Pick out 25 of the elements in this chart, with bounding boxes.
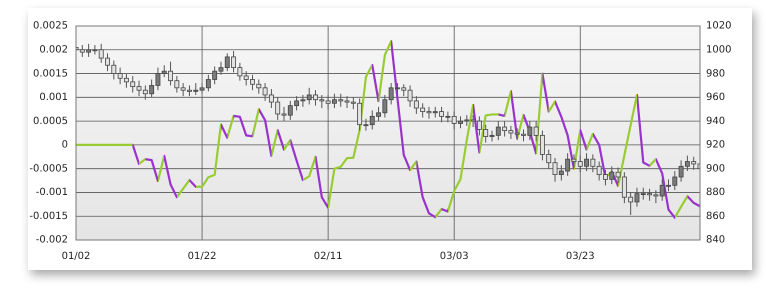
y-tick-label: -0.0015	[29, 210, 68, 222]
x-tick-label: 01/02	[62, 251, 90, 262]
y-tick-label: -0.002	[36, 234, 68, 246]
y2-tick-label: 980	[706, 68, 726, 80]
x-tick-label: 02/11	[314, 251, 343, 262]
x-tick-label: 01/22	[188, 251, 216, 262]
y2-tick-label: 900	[706, 163, 726, 174]
y-tick-label: 0.0015	[33, 68, 68, 80]
y2-tick-label: 840	[706, 234, 726, 246]
y2-tick-label: 920	[706, 140, 726, 151]
x-tick-label: 03/23	[566, 251, 595, 262]
y2-tick-label: 940	[706, 116, 726, 127]
y-tick-label: 0.0025	[33, 20, 68, 32]
y-tick-label: 0.002	[39, 44, 68, 56]
y2-tick-label: 1020	[706, 20, 732, 32]
y-tick-label: 0.0005	[33, 116, 68, 127]
y2-tick-label: 960	[706, 92, 726, 104]
y-tick-label: -0.001	[36, 187, 68, 198]
y-tick-label: 0	[62, 140, 68, 151]
y2-tick-label: 880	[706, 187, 726, 198]
y-tick-label: 0.001	[39, 92, 68, 104]
y2-tick-label: 860	[706, 210, 726, 222]
y-tick-label: -0.0005	[29, 163, 68, 174]
x-tick-label: 03/03	[440, 251, 469, 262]
y2-tick-label: 1000	[706, 44, 732, 56]
